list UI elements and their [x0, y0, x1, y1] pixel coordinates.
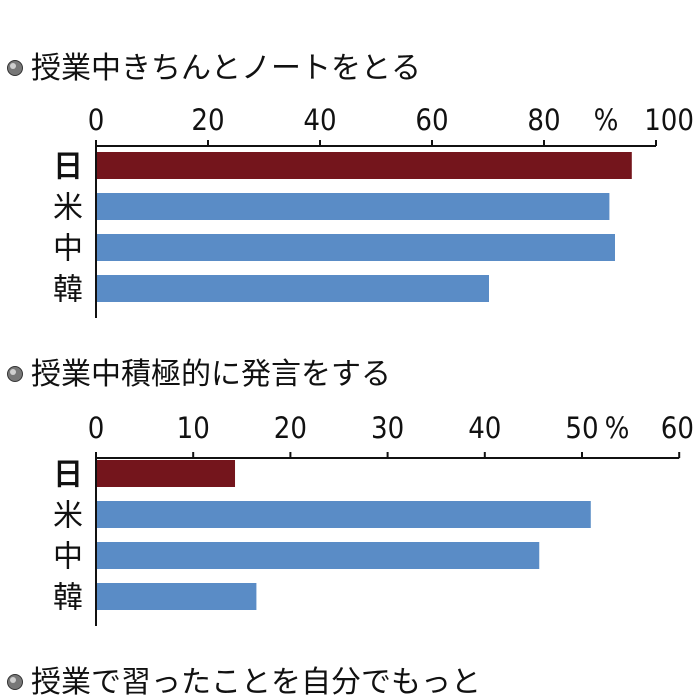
- tick-label: 0: [88, 103, 105, 137]
- bar-日: [97, 460, 236, 487]
- tick-label: 80: [527, 103, 560, 137]
- bar-米: [97, 193, 610, 220]
- chart-title: 授業中きちんとノートをとる: [31, 51, 421, 86]
- bullet-highlight: [10, 677, 16, 683]
- bar-韓: [97, 583, 257, 610]
- tick-label: 0: [88, 411, 105, 445]
- unit-label: %: [594, 103, 619, 137]
- bar-米: [97, 501, 591, 528]
- tick-label: 40: [303, 103, 336, 137]
- bar-日: [97, 152, 632, 179]
- tick-label: 20: [274, 411, 307, 445]
- category-label: 日: [53, 458, 83, 493]
- category-label: 米: [53, 499, 83, 534]
- tick-label: 50: [565, 411, 598, 445]
- tick-label: 10: [177, 411, 210, 445]
- category-label: 日: [53, 150, 83, 185]
- bullet-highlight: [10, 369, 16, 375]
- bullet-highlight: [10, 63, 16, 69]
- tick-label: 30: [371, 411, 404, 445]
- unit-label: %: [605, 411, 630, 445]
- tick-label: 60: [661, 411, 694, 445]
- chart-title: 授業で習ったことを自分でもっと: [31, 665, 481, 696]
- bar-中: [97, 234, 615, 261]
- tick-label: 20: [191, 103, 224, 137]
- chart-panel-3: 授業で習ったことを自分でもっと: [7, 665, 481, 696]
- category-label: 中: [53, 232, 83, 267]
- chart-title: 授業中積極的に発言をする: [31, 357, 391, 392]
- category-label: 韓: [53, 581, 83, 616]
- tick-label: 60: [415, 103, 448, 137]
- bar-韓: [97, 275, 489, 302]
- category-label: 韓: [53, 273, 83, 308]
- category-label: 米: [53, 191, 83, 226]
- tick-label: 40: [468, 411, 501, 445]
- bar-中: [97, 542, 540, 569]
- tick-label: 100: [644, 103, 694, 137]
- category-label: 中: [53, 540, 83, 575]
